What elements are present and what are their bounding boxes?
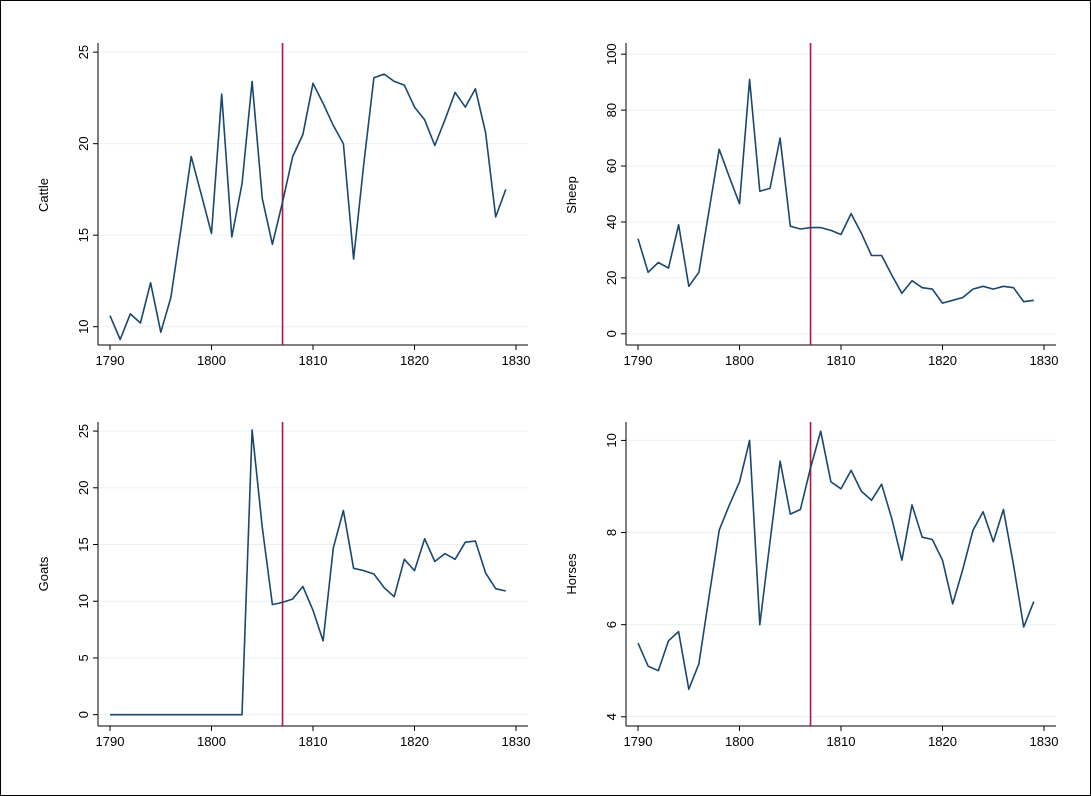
y-tick-label-sheep-100: 100 [604,43,619,65]
y-tick-label-sheep-60: 60 [604,159,619,173]
y-axis-title-cattle: Cattle [36,178,51,212]
x-tick-label-horses-1790: 1790 [624,734,653,749]
series-line-sheep [637,78,1034,304]
x-tick-label-horses-1810: 1810 [827,734,856,749]
x-tick-label-sheep-1790: 1790 [624,353,653,368]
y-tick-label-horses-6: 6 [604,621,619,628]
y-axis-title-horses: Horses [564,553,579,595]
y-tick-label-goats-5: 5 [76,654,91,661]
y-axis-title-goats: Goats [36,556,51,591]
y-tick-label-sheep-0: 0 [604,330,619,337]
panel-sheep: Sheep 0 20 40 60 80 100 1790 1800 1810 1820 1830 [564,43,1058,368]
y-axis-title-sheep: Sheep [564,176,579,214]
panel-cattle: Cattle 10 15 20 25 1790 1800 1810 1820 1830 [36,43,530,368]
x-tick-label-goats-1790: 1790 [96,734,125,749]
x-tick-label-goats-1820: 1820 [400,734,429,749]
panel-goats: Goats 0 5 10 15 20 25 1790 1800 1810 1820 1830 [36,422,530,749]
y-tick-label-horses-10: 10 [604,433,619,447]
y-tick-label-goats-10: 10 [76,594,91,608]
x-tick-label-sheep-1800: 1800 [725,353,754,368]
y-tick-label-goats-15: 15 [76,537,91,551]
x-tick-label-cattle-1800: 1800 [197,353,226,368]
y-tick-label-goats-25: 25 [76,424,91,438]
x-tick-label-goats-1800: 1800 [197,734,226,749]
y-tick-label-cattle-15: 15 [76,228,91,242]
y-tick-label-horses-4: 4 [604,713,619,720]
x-tick-label-cattle-1820: 1820 [400,353,429,368]
series-line-horses [637,430,1035,691]
series-line-cattle [109,73,507,341]
x-tick-label-cattle-1790: 1790 [96,353,125,368]
x-tick-label-horses-1830: 1830 [1030,734,1059,749]
x-tick-label-sheep-1820: 1820 [928,353,957,368]
panel-horses: Horses 4 6 8 10 1790 1800 1810 1820 1830 [564,422,1058,749]
y-tick-label-cattle-20: 20 [76,136,91,150]
y-tick-label-sheep-80: 80 [604,103,619,117]
x-tick-label-horses-1820: 1820 [928,734,957,749]
y-tick-label-goats-0: 0 [76,711,91,718]
y-tick-label-horses-8: 8 [604,529,619,536]
x-tick-label-cattle-1810: 1810 [299,353,328,368]
x-tick-label-goats-1830: 1830 [502,734,531,749]
x-tick-label-goats-1810: 1810 [299,734,328,749]
y-tick-label-sheep-20: 20 [604,271,619,285]
x-tick-label-sheep-1810: 1810 [827,353,856,368]
x-tick-label-sheep-1830: 1830 [1030,353,1059,368]
x-tick-label-cattle-1830: 1830 [502,353,531,368]
x-tick-label-horses-1800: 1800 [725,734,754,749]
series-line-goats [110,429,506,716]
y-tick-label-sheep-40: 40 [604,215,619,229]
y-tick-label-cattle-10: 10 [76,319,91,333]
y-tick-label-goats-20: 20 [76,481,91,495]
y-tick-label-cattle-25: 25 [76,45,91,59]
